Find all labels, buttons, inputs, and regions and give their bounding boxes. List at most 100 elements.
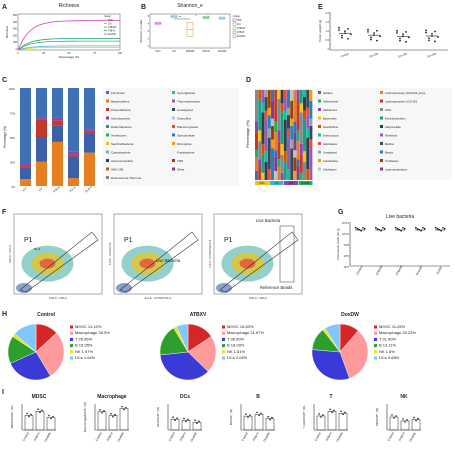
panel-c-legend-swatch [172,125,175,128]
panel-i-ylabel: T cells/CD45⁺ (%) [302,406,306,429]
panel-a-ylabel: Richness [5,25,9,38]
panel-d-group-label: DoxDW [301,182,310,185]
panel-d-legend-label: Alistipes [323,91,333,95]
panel-i-point [172,416,174,418]
panel-h-legend-swatch [374,325,377,329]
panel-d-bar-segment [255,170,258,180]
panel-g-point [380,230,382,232]
panel-i-plot-title: B [256,394,260,400]
panel-c-legend-swatch [172,142,175,145]
panel-d-legend-label: Enterococcus [323,134,339,138]
panel-b-ytick: 5 [148,15,150,18]
panel-e-point [370,36,372,39]
panel-i-point [344,411,346,414]
panel-e-xtick: Dox-DW [426,51,437,58]
panel-a-ytick: 100 [13,41,18,44]
panel-a-ytick: 400 [13,21,18,24]
panel-h-legend-label: NK 1.6% [379,349,395,354]
panel-c-legend-label: Deinococcus-Thermus [111,176,142,180]
panel-d-bar-segment [271,100,274,119]
panel-c-legend-swatch [172,99,175,103]
panel-g-ytick: 10^10 [342,232,350,236]
panel-d-legend-label: Alloprevotella [385,125,401,129]
panel-i-xtick: DoxDW [262,431,271,442]
panel-b-legend-title: Group [233,15,241,18]
panel-e-point [344,30,346,32]
panel-h-legend-label: NK 1.97% [75,349,93,354]
panel-c-ytick: 100% [9,88,16,91]
panel-c-legend-swatch [172,116,175,120]
panel-a-xtick: 100 [118,52,123,55]
panel-d-bar-segment [296,159,300,167]
panel-c-xtick: ATBcfW [52,185,61,193]
panel-d-bar-segment [258,159,262,167]
panel-d-bar-segment [255,132,258,151]
panel-a-xtick: 25 [42,52,45,55]
panel-f-bead-label: Reference Beads [260,285,292,290]
panel-b-legend-swatch [232,34,237,38]
panel-g-point [436,228,439,230]
panel-a-xtick: 50 [68,52,71,55]
panel-c-legend-label: SHA-109 [111,168,124,172]
panel-h-legend-swatch [222,350,225,354]
panel-d-legend-swatch [318,159,321,162]
panel-i-point [260,412,262,415]
panel-i-xtick: Control [168,431,176,442]
panel-d-legend-label: Helicobacter [323,142,338,146]
panel-i-point [110,412,112,415]
panel-c-legend-label: Planctomycetes [177,125,199,129]
panel-f-ylabel: FL3-A :: PI-PerCP-A [109,242,112,265]
panel-i-point [52,415,54,418]
panel-a-legend-title: Group [104,15,112,18]
panel-c-bar-segment [36,161,47,186]
panel-c-bar-segment [68,178,79,186]
panel-c-legend-swatch [106,167,109,171]
panel-b-xtick: H2O [156,50,161,53]
panel-i-ylabel: Macrophage/CD45⁺ (%) [83,402,87,432]
panel-d-legend-label: Bacteroides [323,117,337,121]
panel-h-legend-label: MDSC 15.63% [227,324,254,329]
panel-h-legend-label: B 13.11% [379,343,396,348]
panel-h-legend-label: NK 1.81% [227,349,245,354]
panel-a-ytick: 200 [13,34,18,37]
panel-d-bar-segment [280,143,284,155]
panel-d-bar-segment [296,98,300,131]
panel-c-legend-label: Synergistetes [177,91,196,95]
panel-i-point [245,413,247,415]
panel-d-legend-swatch [380,142,383,145]
panel-i-point [30,413,32,416]
panel-e-ytick: 0.5 [326,39,330,42]
panel-e-point [431,32,433,35]
panel-i-point [402,418,404,420]
panel-i-bar [170,418,180,431]
panel-c-bar-segment [20,163,31,166]
panel-i-point [267,415,269,418]
panel-h-legend-label: B 18.09% [227,343,245,348]
panel-d-legend-swatch [318,142,321,145]
panel-a-curve [17,38,120,51]
panel-i-xtick: Control [314,431,322,442]
panel-e-point [370,38,372,41]
panel-i-bar [316,415,326,431]
panel-d-bar-segment [283,97,287,111]
panel-d-bar-segment [261,89,265,104]
panel-g-ytick: 10^4 [343,265,349,269]
panel-b-sig: ** [179,15,182,19]
panel-d-bar-segment [303,89,306,98]
panel-i-point [121,405,123,408]
panel-d-bar-segment [283,161,287,180]
panel-g-point [395,227,397,229]
panel-g-xtick: Control [355,265,363,276]
panel-d-bar-segment [293,150,297,158]
panel-d-bar-segment [277,159,281,167]
panel-a-ytick: 300 [13,28,18,31]
panel-e-point [396,32,398,34]
panel-i-xtick: ATBXV [179,432,187,442]
panel-c-legend-swatch [172,167,175,171]
panel-d-bar-segment [255,157,258,171]
panel-i-bar [97,411,107,431]
panel-g-point [356,228,359,230]
panel-c-bar-segment [20,179,31,186]
panel-h-pie-title: DoxDW [341,312,359,318]
